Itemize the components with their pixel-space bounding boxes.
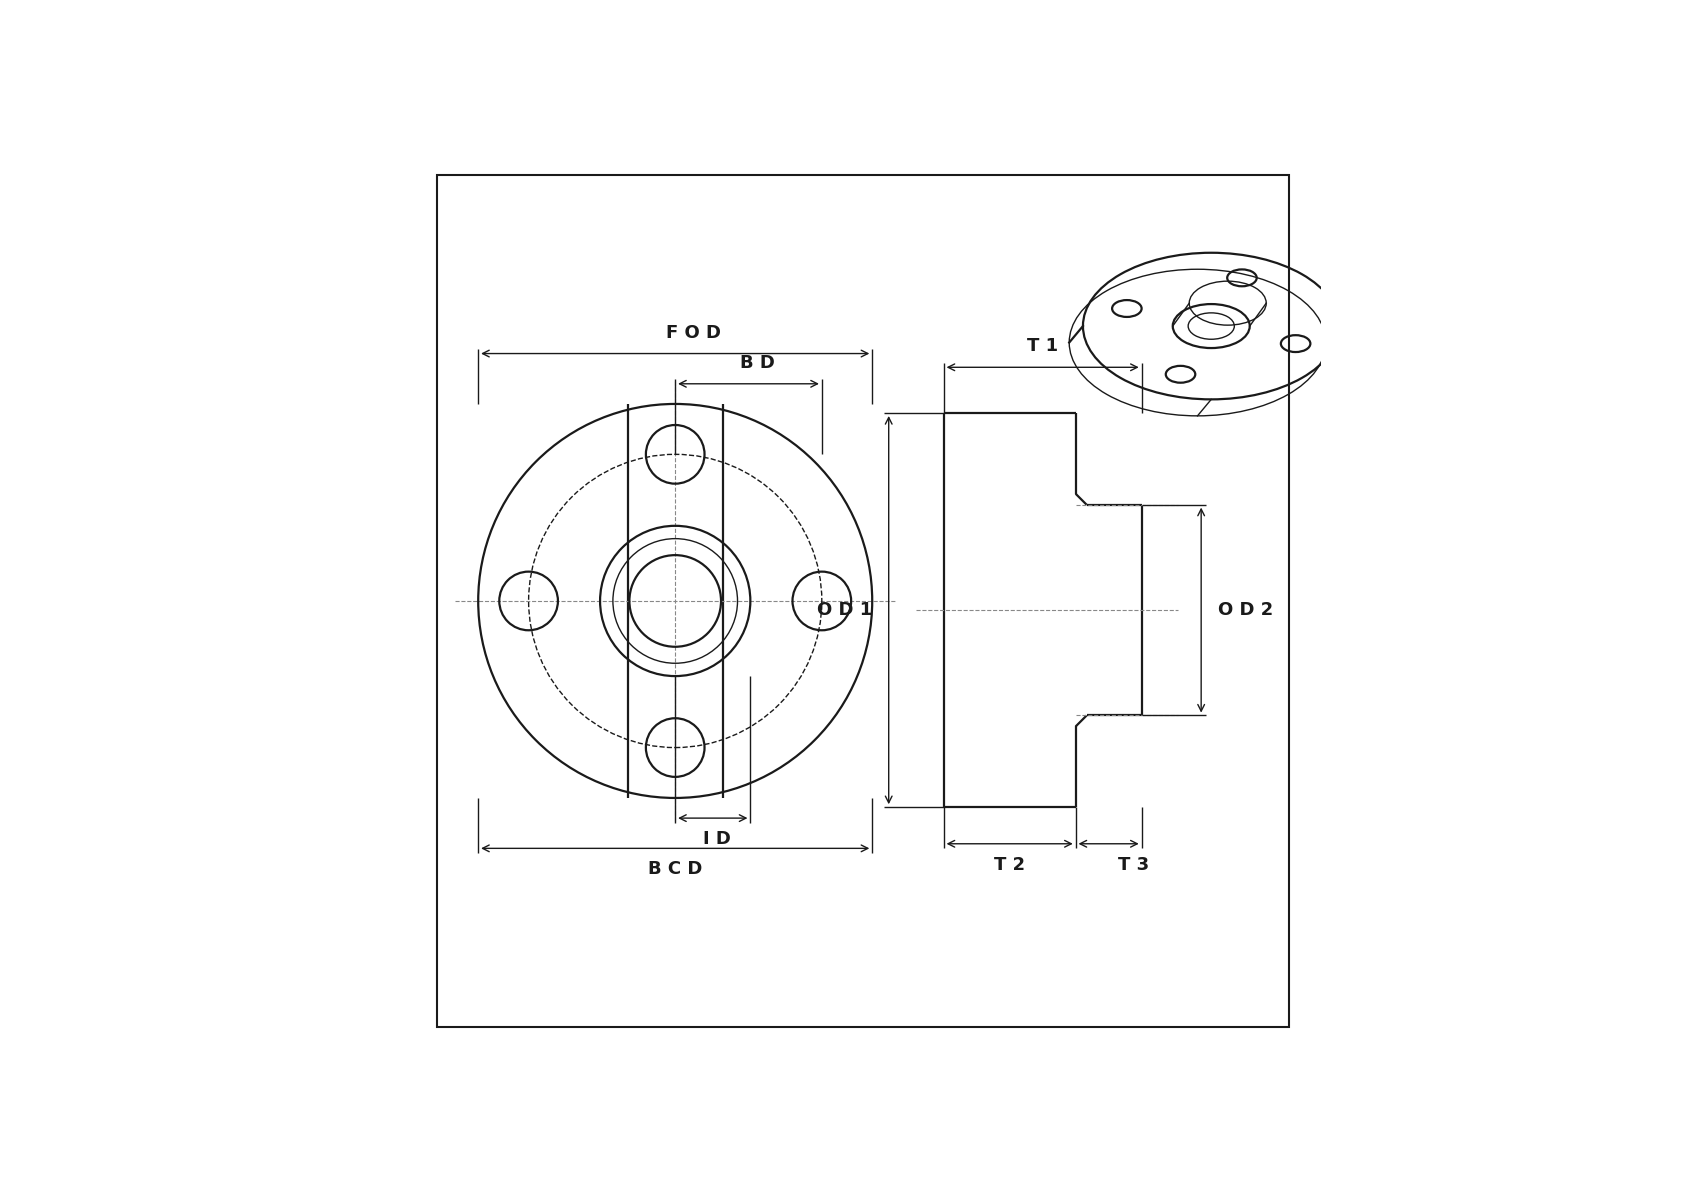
Text: T 1: T 1 [1027, 338, 1058, 356]
Text: O D 1: O D 1 [817, 601, 872, 619]
Text: I D: I D [704, 831, 731, 848]
Text: T 2: T 2 [994, 856, 1026, 873]
Text: B D: B D [741, 353, 775, 371]
Text: B C D: B C D [648, 860, 702, 878]
Text: O D 2: O D 2 [1218, 601, 1273, 619]
Text: F O D: F O D [667, 324, 721, 342]
Text: T 3: T 3 [1118, 856, 1148, 873]
